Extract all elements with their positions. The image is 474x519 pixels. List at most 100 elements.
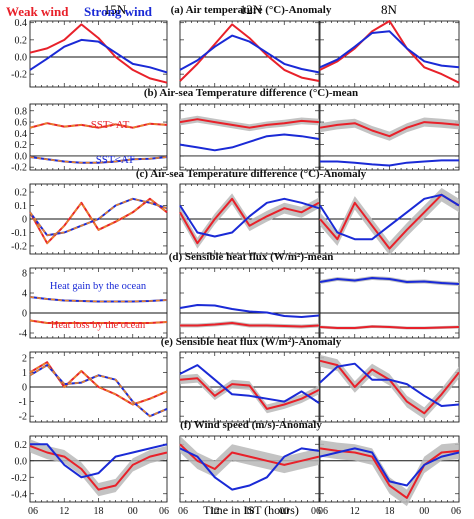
row-title: (f) Wind speed (m/s)-Anomaly bbox=[180, 419, 322, 431]
weak-wind-line bbox=[319, 121, 460, 138]
weak-wind-line bbox=[179, 197, 320, 245]
column-title-12n: 12N bbox=[240, 2, 263, 17]
x-tick-label: 18 bbox=[385, 506, 395, 517]
panel-12n-1 bbox=[179, 103, 320, 171]
weak-wind-line bbox=[29, 444, 168, 491]
weak-wind-uncertainty-band bbox=[320, 354, 459, 420]
weak-wind-line bbox=[180, 322, 320, 328]
y-tick-label: 2 bbox=[22, 353, 27, 364]
y-tick-label: 1 bbox=[22, 368, 27, 379]
panel-rows: (a) Air temperature (°C)-Anomaly -0.2 0.0 0… bbox=[11, 4, 460, 507]
strong-wind-line bbox=[319, 447, 460, 487]
y-tick-label: 0.2 bbox=[15, 35, 28, 46]
weak-wind-uncertainty-band bbox=[180, 193, 319, 249]
y-tick-label: 0.2 bbox=[15, 440, 28, 451]
panel-12n-4 bbox=[179, 351, 320, 423]
panel-15n-5: -0.4 -0.2 0.0 0.2 bbox=[11, 435, 168, 503]
y-tick-label: -1 bbox=[19, 397, 27, 408]
panel-15n-2: -0.2 -0.1 0 0.1 0.2 bbox=[11, 183, 168, 255]
panel-8n-3 bbox=[319, 267, 460, 339]
panel-row-0: (a) Air temperature (°C)-Anomaly -0.2 0.0 0… bbox=[11, 4, 460, 88]
weak-wind-line bbox=[29, 23, 168, 84]
x-tick-label: 18 bbox=[94, 506, 104, 517]
x-tick-label: 12 bbox=[59, 506, 69, 517]
weak-wind-line bbox=[319, 20, 460, 84]
x-tick-label: 00 bbox=[279, 506, 289, 517]
y-tick-label: 0.6 bbox=[15, 118, 28, 129]
y-tick-label: -4 bbox=[19, 329, 27, 340]
panel-15n-4: -2 -1 0 1 2 bbox=[19, 351, 168, 423]
x-tick-label: 12 bbox=[210, 506, 220, 517]
y-tick-label: 0.2 bbox=[15, 140, 28, 151]
strong-wind-line bbox=[179, 197, 320, 238]
row-title: (c) Air-sea Temperature difference (°C)-… bbox=[136, 168, 367, 180]
row-title: (b) Air-sea Temperature difference (°C)-… bbox=[144, 87, 358, 99]
row-title: (a) Air temperature (°C)-Anomaly bbox=[171, 4, 332, 16]
strong-wind-line bbox=[30, 443, 168, 479]
y-tick-label: 8 bbox=[22, 269, 27, 280]
strong-wind-line bbox=[29, 296, 168, 303]
weak-wind-line bbox=[179, 23, 320, 82]
legend-strong-wind: Strong wind bbox=[84, 4, 153, 19]
x-tick-label: 06 bbox=[159, 506, 169, 517]
strong-wind-line bbox=[320, 159, 459, 167]
strong-wind-line bbox=[319, 362, 460, 407]
strong-wind-dash-overlay bbox=[29, 197, 168, 237]
weak-wind-line bbox=[179, 118, 320, 129]
x-tick-label: 06 bbox=[28, 506, 38, 517]
y-tick-label: -2 bbox=[19, 412, 27, 423]
y-tick-label: 0.4 bbox=[15, 129, 28, 140]
panel-12n-2 bbox=[179, 183, 320, 255]
strong-wind-line bbox=[179, 304, 320, 318]
y-tick-label: 4 bbox=[22, 289, 27, 300]
weak-wind-line bbox=[319, 193, 460, 250]
y-tick-label: 0.8 bbox=[15, 106, 28, 117]
panel-8n-4 bbox=[319, 351, 460, 423]
strong-wind-line bbox=[179, 447, 320, 491]
y-tick-label: 0.2 bbox=[15, 188, 28, 199]
x-tick-label: 00 bbox=[128, 506, 138, 517]
panel-frame bbox=[179, 103, 320, 171]
weak-wind-dash-overlay bbox=[29, 122, 168, 129]
column-title-15n: 15N bbox=[104, 2, 127, 17]
weak-wind-line bbox=[179, 377, 320, 410]
panel-12n-5 bbox=[179, 435, 320, 503]
row-title: (d) Sensible heat flux (W/m²)-mean bbox=[169, 251, 334, 263]
panel-8n-2 bbox=[319, 183, 460, 256]
row-title: (e) Sensible heat flux (W/m²)-Anomaly bbox=[161, 336, 342, 348]
strong-wind-line bbox=[319, 277, 460, 285]
x-tick-label: 00 bbox=[419, 506, 429, 517]
y-tick-label: -0.4 bbox=[11, 489, 27, 500]
weak-wind-uncertainty-band bbox=[180, 373, 319, 414]
weak-wind-uncertainty-band bbox=[320, 440, 459, 507]
annotation-0: Heat gain by the ocean bbox=[50, 281, 147, 292]
strong-wind-uncertainty-band bbox=[320, 276, 459, 286]
y-tick-label: -0.2 bbox=[11, 473, 27, 484]
weak-wind-dash-overlay bbox=[29, 197, 168, 245]
annotation-0: SST>AT bbox=[91, 119, 130, 131]
y-tick-label: -0.2 bbox=[11, 241, 27, 252]
panel-12n-0 bbox=[179, 20, 320, 88]
x-tick-label: 06 bbox=[311, 506, 321, 517]
panel-15n-0: -0.2 0.0 0.2 0.4 bbox=[11, 18, 168, 88]
x-tick-label: 06 bbox=[178, 506, 188, 517]
annotation-1: Heat loss by the ocean bbox=[51, 320, 146, 331]
weak-wind-dash-overlay bbox=[29, 319, 168, 324]
weak-wind-uncertainty-band bbox=[320, 117, 459, 141]
y-tick-label: -0.2 bbox=[11, 70, 27, 81]
y-tick-label: -0.2 bbox=[11, 163, 27, 174]
legend: Weak wind Strong wind bbox=[6, 4, 153, 19]
weak-wind-uncertainty-band bbox=[180, 115, 319, 132]
legend-weak-wind: Weak wind bbox=[6, 4, 69, 19]
column-titles: 15N 12N 8N bbox=[104, 2, 398, 17]
y-tick-label: 0.1 bbox=[15, 201, 28, 212]
x-tick-label: 06 bbox=[318, 506, 328, 517]
y-tick-label: 0.0 bbox=[15, 53, 28, 64]
strong-wind-line bbox=[29, 364, 168, 418]
x-tick-label: 06 bbox=[451, 506, 461, 517]
panel-row-3: (d) Sensible heat flux (W/m²)-mean -4 0 4 8 H… bbox=[19, 251, 460, 340]
panel-row-1: (b) Air-sea Temperature difference (°C)-… bbox=[11, 87, 460, 174]
panel-row-5: (f) Wind speed (m/s)-Anomaly -0.4 -0.2 0.0 0… bbox=[11, 419, 460, 507]
